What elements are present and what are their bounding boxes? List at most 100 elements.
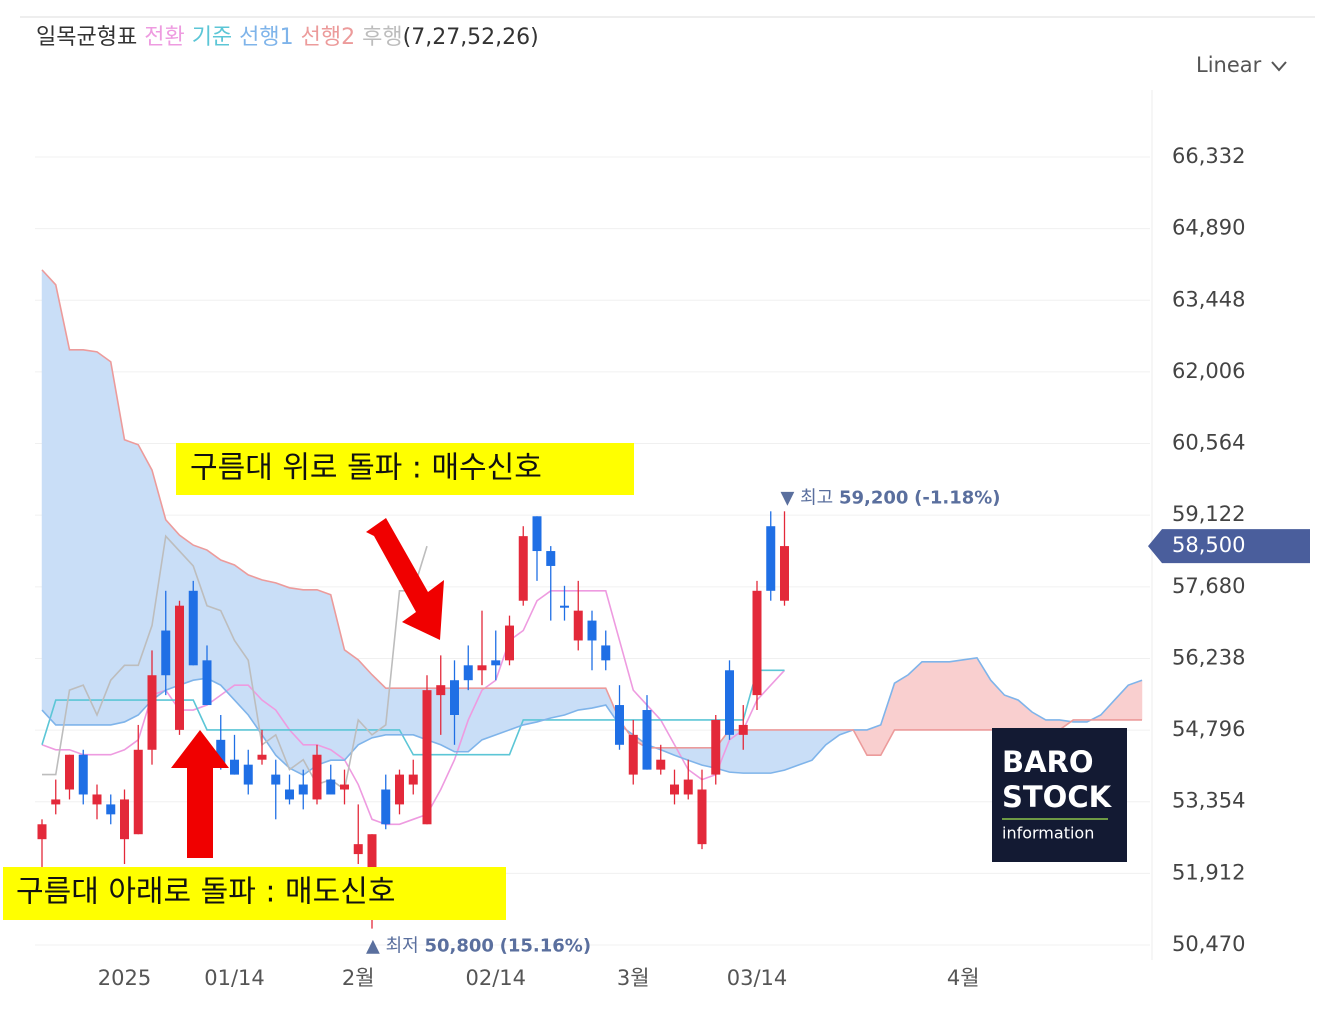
candle-body (766, 526, 776, 591)
candle-body (463, 665, 473, 681)
x-tick-label: 3월 (617, 966, 650, 990)
cloud (1031, 711, 1046, 731)
y-tick-label: 56,238 (1172, 645, 1245, 669)
candle-body (450, 680, 459, 715)
cloud (234, 564, 249, 716)
cloud (41, 269, 56, 726)
marker-part: (15.16%) (500, 936, 591, 957)
candle-body (257, 754, 267, 760)
cloud (248, 574, 263, 736)
cloud (371, 674, 386, 739)
candle-body (367, 834, 377, 874)
legend-params: (7,27,52,26) (403, 25, 539, 50)
candle-body (711, 719, 721, 775)
cloud (578, 687, 593, 711)
cloud (811, 729, 826, 761)
cloud (550, 687, 565, 719)
cloud (949, 659, 964, 731)
annotation-box (3, 867, 506, 920)
cloud (894, 674, 909, 731)
candle-body (133, 749, 143, 835)
cloud (399, 687, 414, 736)
logo-box (992, 728, 1127, 862)
candle-body (271, 774, 281, 785)
candle-body (505, 625, 514, 661)
cloud (138, 444, 153, 716)
candle-body (642, 710, 652, 770)
logo: BARO STOCK information (992, 728, 1127, 862)
y-tick-label: 64,890 (1172, 216, 1245, 240)
candle-body (560, 605, 569, 608)
legend-item: 선행1 (239, 25, 293, 50)
candle-body (738, 724, 748, 735)
candle-body (546, 551, 556, 566)
candle-body (477, 665, 487, 671)
candle-body (353, 844, 363, 855)
marker-part: (-1.18%) (914, 487, 1000, 508)
cloud (1128, 679, 1143, 721)
marker-part: 최저 (386, 936, 419, 957)
cloud (743, 729, 758, 774)
x-tick-label: 02/14 (465, 966, 526, 990)
cloud (316, 589, 331, 766)
candle-body (422, 690, 432, 825)
candle-body (587, 620, 597, 641)
candle-body (628, 734, 638, 775)
candle-body (175, 605, 184, 730)
indicator-line (42, 534, 428, 791)
annotation-buy: 구름대 위로 돌파 : 매수신호 (176, 443, 634, 495)
indicator-line (41, 269, 1142, 757)
cloud (963, 657, 978, 731)
candle-body (340, 784, 349, 790)
legend-item: 후행 (362, 25, 402, 50)
candle-body (326, 779, 336, 795)
indicator-line (41, 669, 785, 756)
cloud (729, 729, 744, 774)
y-tick-label: 51,912 (1172, 860, 1245, 884)
candle-body (202, 660, 212, 706)
cloud (303, 589, 318, 776)
candle-body (656, 759, 666, 770)
marker-part: 50,800 (424, 936, 493, 957)
scale-dropdown[interactable]: Linear (1196, 53, 1287, 77)
plot: 50,470 51,912 53,354 54,796 56,238 57,680 59,1… (35, 144, 1245, 990)
candle-body (147, 675, 157, 750)
annotation-box (176, 443, 634, 495)
candle-body (298, 784, 308, 795)
y-tick-label: 53,354 (1172, 789, 1245, 813)
low-marker: ▲ 최저 50,800 (15.16%) (366, 936, 591, 957)
dropdown-arrow[interactable] (1271, 61, 1287, 72)
marker-icon: ▲ (366, 936, 386, 957)
candle-body (161, 630, 171, 676)
marker-part: 최고 (800, 487, 833, 508)
legend-item: 기준 (192, 25, 232, 50)
candle-body (408, 774, 418, 785)
candle-body (573, 610, 583, 641)
candle-body (120, 799, 129, 840)
cloud (289, 587, 304, 776)
candle-body (697, 789, 707, 845)
high-marker: ▼ 최고 59,200 (-1.18%) (781, 487, 1001, 508)
candle-body (312, 754, 322, 800)
arrow-up (171, 730, 229, 858)
cloud (55, 284, 70, 726)
annotation-sell: 구름대 아래로 돌파 : 매도신호 (3, 867, 506, 920)
candle-body (752, 590, 762, 696)
legend-item: 전환 (144, 25, 184, 50)
cloud (1018, 699, 1033, 731)
indicator-line (41, 656, 1143, 777)
candle-body (436, 685, 446, 696)
candle-body (92, 794, 102, 805)
dropdown-label[interactable]: Linear (1196, 53, 1262, 77)
candle-body (670, 784, 679, 795)
cloud (220, 559, 235, 701)
candle-body (216, 739, 226, 765)
candle-body (37, 824, 47, 840)
legend-item: 선행2 (301, 25, 355, 50)
annotation-text: 구름대 아래로 돌파 : 매도신호 (16, 875, 395, 910)
cloud (784, 729, 799, 771)
candle-body (78, 754, 88, 795)
legend-title: 일목균형표 (36, 25, 137, 50)
